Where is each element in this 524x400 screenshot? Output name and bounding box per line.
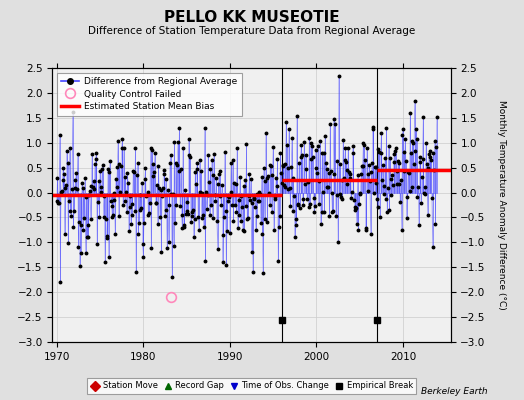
Legend: Difference from Regional Average, Quality Control Failed, Estimated Station Mean: Difference from Regional Average, Qualit… — [57, 72, 242, 116]
Text: Berkeley Earth: Berkeley Earth — [421, 387, 487, 396]
Text: Difference of Station Temperature Data from Regional Average: Difference of Station Temperature Data f… — [88, 26, 415, 36]
Y-axis label: Monthly Temperature Anomaly Difference (°C): Monthly Temperature Anomaly Difference (… — [497, 100, 506, 310]
Legend: Station Move, Record Gap, Time of Obs. Change, Empirical Break: Station Move, Record Gap, Time of Obs. C… — [86, 378, 417, 394]
Text: PELLO KK MUSEOTIE: PELLO KK MUSEOTIE — [163, 10, 340, 25]
